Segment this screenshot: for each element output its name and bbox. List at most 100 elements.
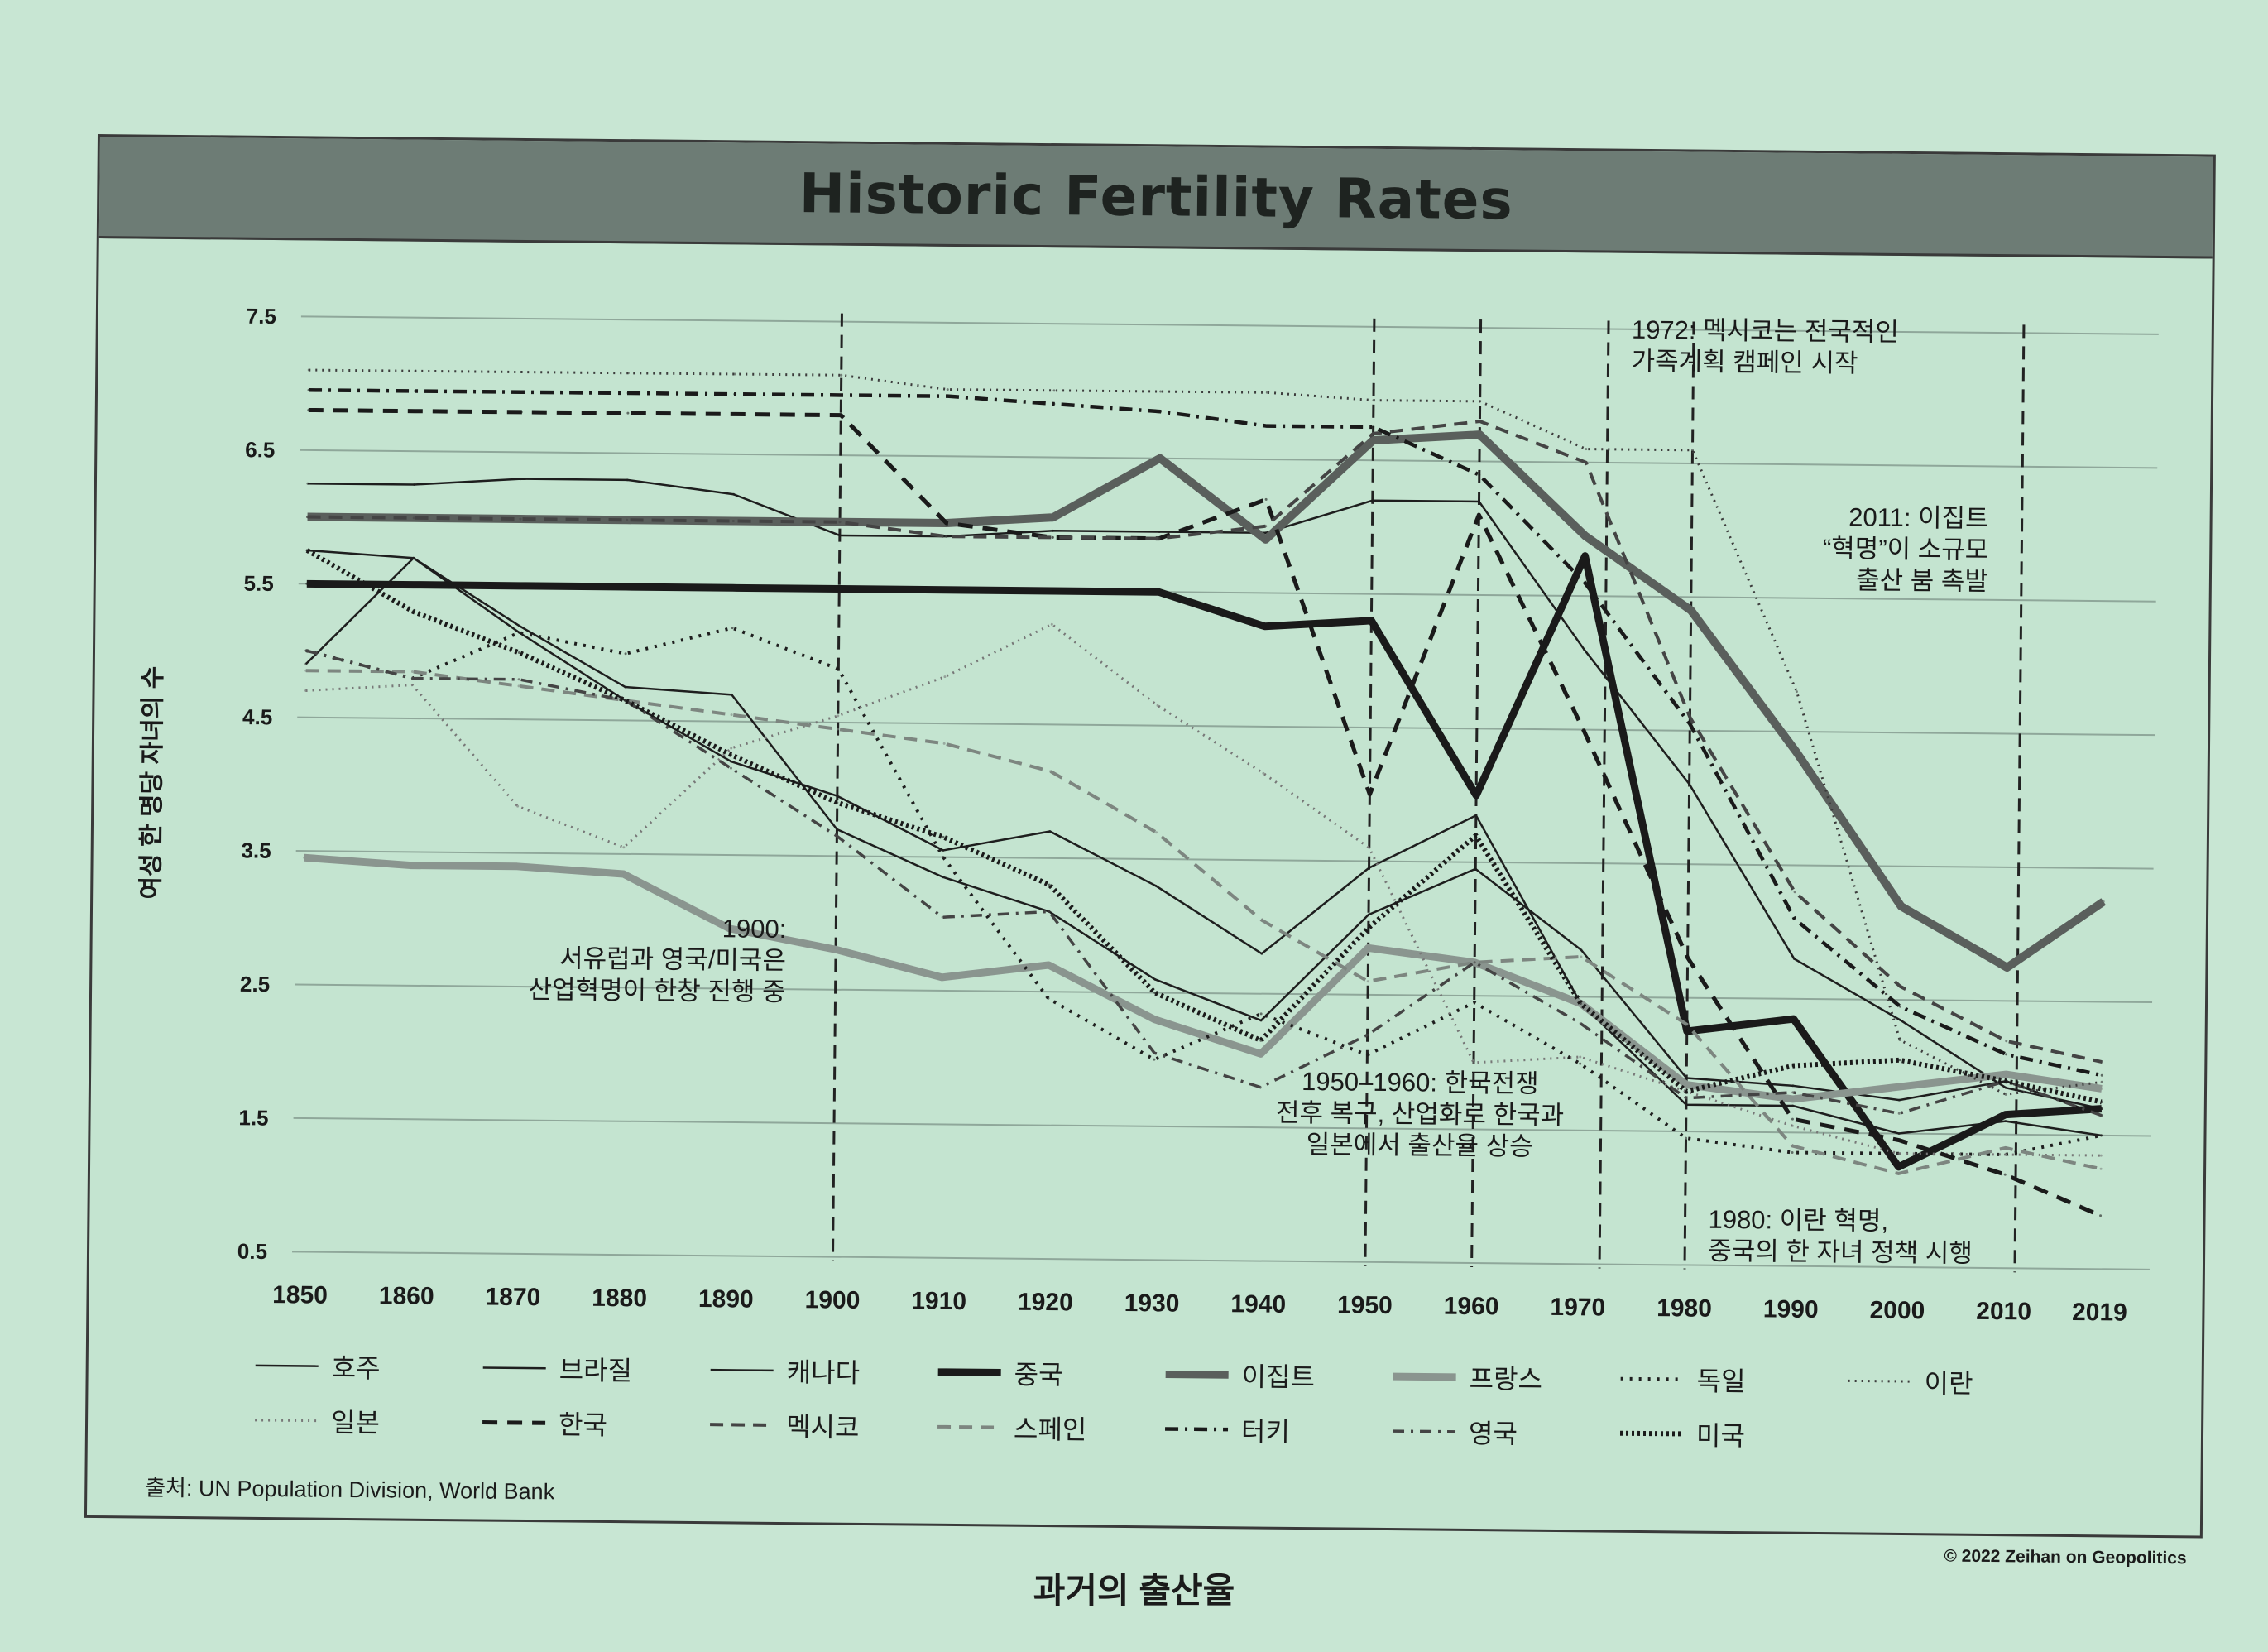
data-point	[1898, 1005, 1901, 1008]
data-point	[516, 804, 520, 808]
data-point	[1685, 1083, 1688, 1087]
legend-swatch	[1165, 1427, 1229, 1432]
data-point	[411, 610, 415, 613]
reference-line	[831, 313, 843, 1261]
data-point	[1897, 1098, 1901, 1102]
data-point	[942, 856, 945, 859]
legend-swatch	[937, 1368, 1001, 1377]
data-point	[1477, 513, 1480, 516]
data-point	[2099, 1154, 2103, 1157]
y-tick-label: 1.5	[238, 1105, 268, 1130]
data-point	[1047, 963, 1050, 967]
legend-item: 호주	[254, 1347, 482, 1387]
data-point	[1685, 1103, 1688, 1107]
annotation-text: 가족계획 캠페인 시작	[1631, 347, 1858, 378]
data-point	[1260, 919, 1263, 922]
data-point	[413, 483, 416, 486]
data-point	[733, 412, 736, 415]
legend-swatch-line	[255, 1419, 319, 1423]
y-tick-label: 2.5	[240, 972, 270, 996]
legend-label: 브라질	[559, 1355, 633, 1386]
data-point	[1585, 448, 1588, 451]
page-caption: 과거의 출산율	[1033, 1571, 1235, 1610]
data-point	[626, 518, 629, 521]
data-point	[946, 388, 949, 391]
data-point	[2004, 1146, 2007, 1150]
legend-swatch-line	[1393, 1429, 1456, 1433]
data-point	[1477, 500, 1480, 503]
data-point	[2099, 1214, 2103, 1217]
data-point	[730, 693, 733, 696]
data-point	[1157, 590, 1160, 593]
data-point	[945, 535, 948, 538]
data-point	[1897, 1172, 1901, 1175]
data-point	[2100, 1060, 2103, 1064]
data-point	[517, 684, 520, 688]
data-point	[1791, 1151, 1794, 1155]
data-point	[1159, 390, 1163, 393]
legend-swatch	[1620, 1376, 1684, 1381]
legend-item: 한국	[481, 1404, 708, 1444]
data-point	[1898, 1059, 1901, 1062]
annotation-text: 중국의 한 자녀 정책 시행	[1708, 1237, 1973, 1268]
y-tick-label: 7.5	[247, 304, 276, 329]
annotation-text: “혁명”이 소규모	[1823, 534, 1989, 564]
series-line-3	[306, 552, 2103, 1171]
data-point	[1366, 1033, 1369, 1036]
data-point	[837, 714, 840, 718]
data-point	[1369, 619, 1373, 622]
x-tick-label: 1990	[1763, 1295, 1819, 1323]
data-point	[1685, 1097, 1688, 1100]
data-point	[1158, 457, 1162, 460]
legend-label: 호주	[331, 1352, 381, 1384]
data-point	[1367, 913, 1370, 916]
data-point	[731, 627, 734, 630]
data-point	[1792, 957, 1796, 960]
source-note: 출처: UN Population Division, World Bank	[145, 1475, 555, 1505]
data-point	[1478, 433, 1481, 436]
y-tick-label: 0.5	[237, 1239, 267, 1264]
data-point	[414, 410, 417, 413]
data-point	[517, 651, 520, 654]
data-point	[1051, 535, 1054, 539]
data-point	[2100, 1073, 2103, 1077]
data-point	[409, 864, 412, 867]
data-point	[1365, 1054, 1369, 1057]
x-tick-label: 1970	[1550, 1294, 1605, 1322]
legend-swatch-line	[482, 1366, 546, 1370]
data-point	[943, 675, 947, 679]
legend-item: 브라질	[481, 1349, 708, 1390]
gridline	[295, 850, 2154, 870]
legend-item: 일본	[253, 1401, 481, 1442]
x-tick-label: 1930	[1124, 1289, 1180, 1318]
data-point	[2003, 1153, 2007, 1156]
data-point	[840, 373, 843, 377]
data-point	[1474, 867, 1477, 871]
data-point	[1791, 1117, 1794, 1121]
legend-item: 독일	[1618, 1360, 1846, 1400]
data-point	[1793, 891, 1796, 894]
data-point	[730, 753, 733, 756]
series-line-6	[305, 626, 2102, 1156]
data-point	[519, 517, 522, 521]
data-point	[515, 865, 519, 868]
data-point	[520, 411, 523, 414]
data-point	[1583, 581, 1586, 584]
data-point	[410, 684, 414, 687]
data-point	[622, 872, 626, 876]
data-point	[410, 670, 414, 673]
series-line-8	[305, 622, 2102, 1157]
data-point	[624, 699, 627, 702]
data-point	[2005, 1040, 2008, 1043]
data-point	[1688, 782, 1691, 785]
data-point	[731, 586, 735, 589]
legend-item: 이란	[1846, 1361, 2074, 1402]
legend-label: 미국	[1695, 1420, 1746, 1452]
data-point	[2003, 1173, 2007, 1176]
x-tick-label: 1860	[379, 1282, 434, 1310]
data-point	[303, 856, 306, 859]
data-point	[1899, 985, 1902, 988]
annotation-text: 1900:	[722, 914, 787, 944]
data-point	[304, 662, 308, 665]
data-point	[626, 478, 629, 482]
